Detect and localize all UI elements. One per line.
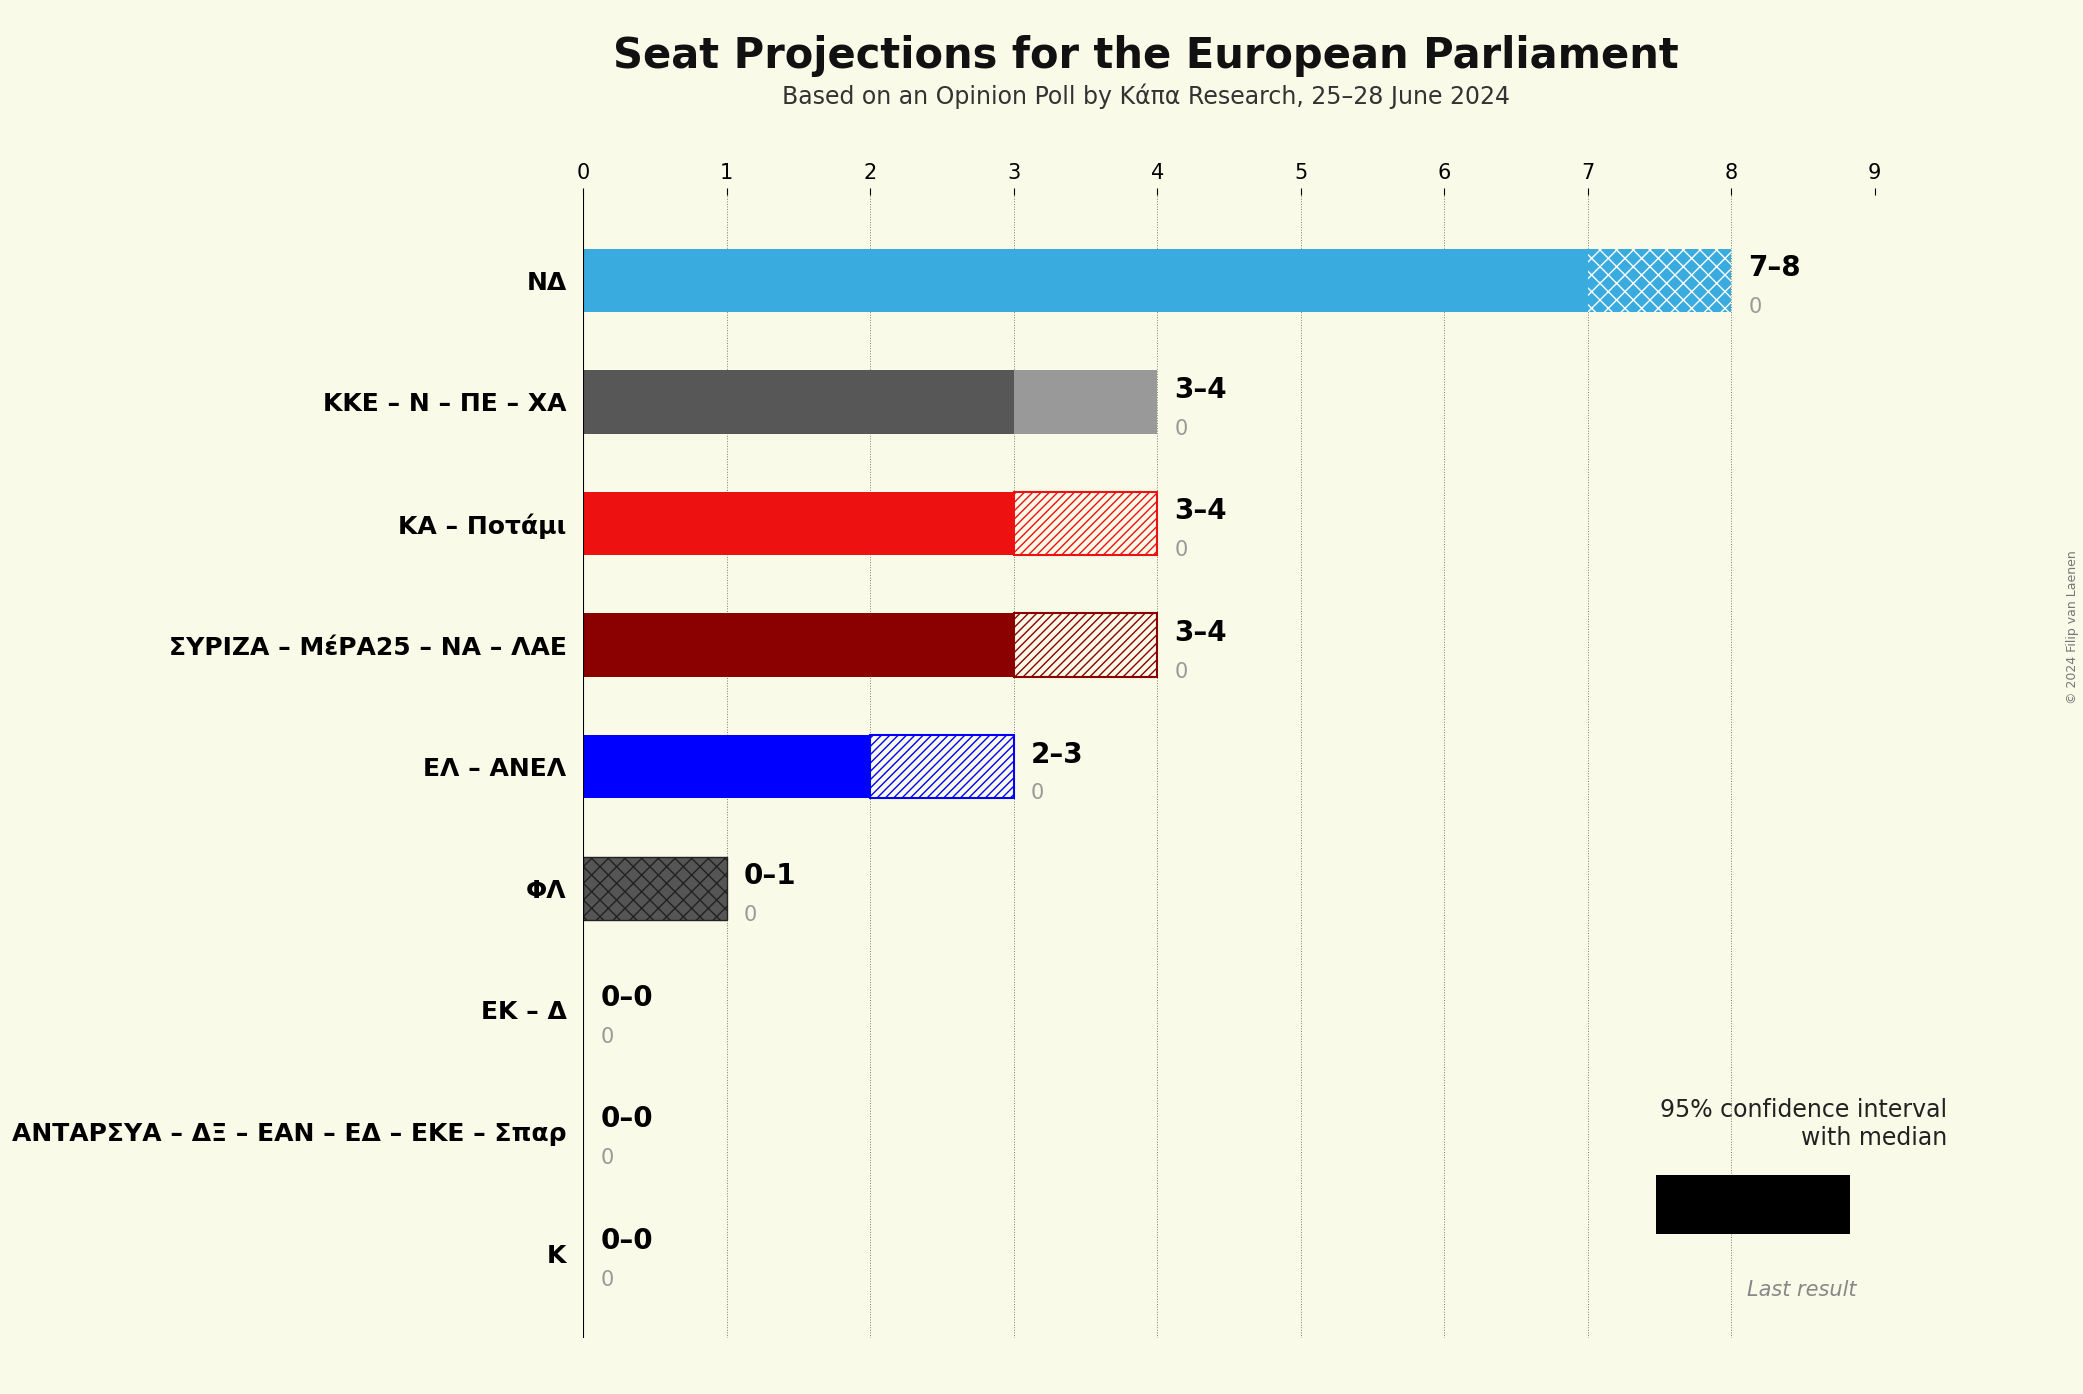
Text: 95% confidence interval
with median: 95% confidence interval with median xyxy=(1660,1098,1948,1150)
Text: 3–4: 3–4 xyxy=(1175,376,1227,404)
Bar xyxy=(871,735,1014,799)
Text: Based on an Opinion Poll by Κάπα Research, 25–28 June 2024: Based on an Opinion Poll by Κάπα Researc… xyxy=(781,84,1510,109)
Bar xyxy=(583,371,1014,434)
Text: 3–4: 3–4 xyxy=(1175,619,1227,647)
Text: Seat Projections for the European Parliament: Seat Projections for the European Parlia… xyxy=(612,35,1679,77)
Text: 0: 0 xyxy=(1175,541,1187,560)
Text: 0: 0 xyxy=(1175,418,1187,439)
Bar xyxy=(1587,248,1731,312)
Text: 0: 0 xyxy=(1031,783,1044,803)
Bar xyxy=(583,248,1587,312)
Text: © 2024 Filip van Laenen: © 2024 Filip van Laenen xyxy=(2066,551,2079,704)
Text: 0: 0 xyxy=(600,1149,614,1168)
Text: 3–4: 3–4 xyxy=(1175,498,1227,526)
Bar xyxy=(1754,1175,1850,1234)
Text: 0: 0 xyxy=(1175,662,1187,682)
Text: 0–0: 0–0 xyxy=(600,1227,654,1255)
Text: 0–0: 0–0 xyxy=(600,984,654,1012)
Text: Last result: Last result xyxy=(1748,1280,1856,1299)
Bar xyxy=(583,857,727,920)
Text: 0: 0 xyxy=(600,1270,614,1289)
Text: 0–0: 0–0 xyxy=(600,1105,654,1133)
Bar xyxy=(583,492,1014,555)
Bar xyxy=(1656,1175,1754,1234)
Text: 2–3: 2–3 xyxy=(1031,740,1083,768)
Text: 0: 0 xyxy=(1748,297,1762,316)
Bar xyxy=(583,613,1014,676)
Bar xyxy=(1014,371,1158,434)
Bar xyxy=(583,735,871,799)
Bar xyxy=(1014,492,1158,555)
Text: 0–1: 0–1 xyxy=(744,861,796,891)
Text: 0: 0 xyxy=(600,1026,614,1047)
Bar xyxy=(1850,1175,1948,1234)
Text: 7–8: 7–8 xyxy=(1748,254,1802,282)
Text: 0: 0 xyxy=(744,905,758,926)
Bar xyxy=(1014,613,1158,676)
